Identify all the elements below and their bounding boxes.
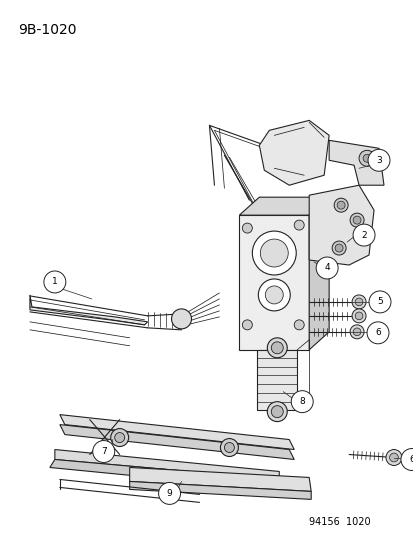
Circle shape [265,286,282,304]
Text: 9B-1020: 9B-1020 [18,22,76,37]
Circle shape [368,291,390,313]
Circle shape [294,220,304,230]
Polygon shape [309,197,328,350]
Circle shape [336,201,344,209]
Circle shape [252,231,296,275]
Circle shape [114,433,124,442]
Polygon shape [30,295,147,325]
Circle shape [389,453,397,462]
Circle shape [44,271,66,293]
Circle shape [349,325,363,339]
Circle shape [271,406,282,418]
Circle shape [271,342,282,354]
Polygon shape [55,449,279,480]
Circle shape [400,449,413,471]
Polygon shape [239,215,309,350]
Circle shape [351,295,365,309]
Polygon shape [259,120,328,185]
Circle shape [358,150,374,166]
Circle shape [367,149,389,171]
Text: 6: 6 [374,328,380,337]
Text: 2: 2 [361,231,366,239]
Polygon shape [328,140,383,185]
Text: 4: 4 [323,263,329,272]
Polygon shape [129,467,311,491]
Circle shape [366,322,388,344]
Circle shape [316,257,337,279]
Text: 9: 9 [166,489,172,498]
Circle shape [171,309,191,329]
Circle shape [158,482,180,504]
Circle shape [290,391,312,413]
Circle shape [351,309,365,323]
Circle shape [354,312,362,320]
Polygon shape [129,481,311,499]
Text: 8: 8 [299,397,304,406]
Circle shape [242,320,252,330]
Polygon shape [60,425,294,459]
Text: 1: 1 [52,278,57,286]
Circle shape [349,213,363,227]
Circle shape [224,442,234,453]
Polygon shape [257,350,297,410]
Circle shape [260,239,287,267]
Text: 7: 7 [101,447,107,456]
Circle shape [354,298,362,306]
Circle shape [242,223,252,233]
Polygon shape [309,185,373,265]
Text: 94156  1020: 94156 1020 [309,518,370,527]
Circle shape [333,198,347,212]
Circle shape [352,224,374,246]
Text: 5: 5 [376,297,382,306]
Circle shape [267,338,287,358]
Circle shape [331,241,345,255]
Text: 6: 6 [408,455,413,464]
Circle shape [110,429,128,447]
Circle shape [258,279,290,311]
Circle shape [220,439,238,456]
Circle shape [385,449,401,465]
Circle shape [352,216,360,224]
Circle shape [294,320,304,330]
Text: 3: 3 [375,156,381,165]
Polygon shape [60,415,294,449]
Circle shape [352,328,360,336]
Circle shape [267,402,287,422]
Circle shape [93,441,114,463]
Polygon shape [50,459,279,489]
Polygon shape [239,197,328,215]
Circle shape [362,154,370,162]
Circle shape [334,244,342,252]
